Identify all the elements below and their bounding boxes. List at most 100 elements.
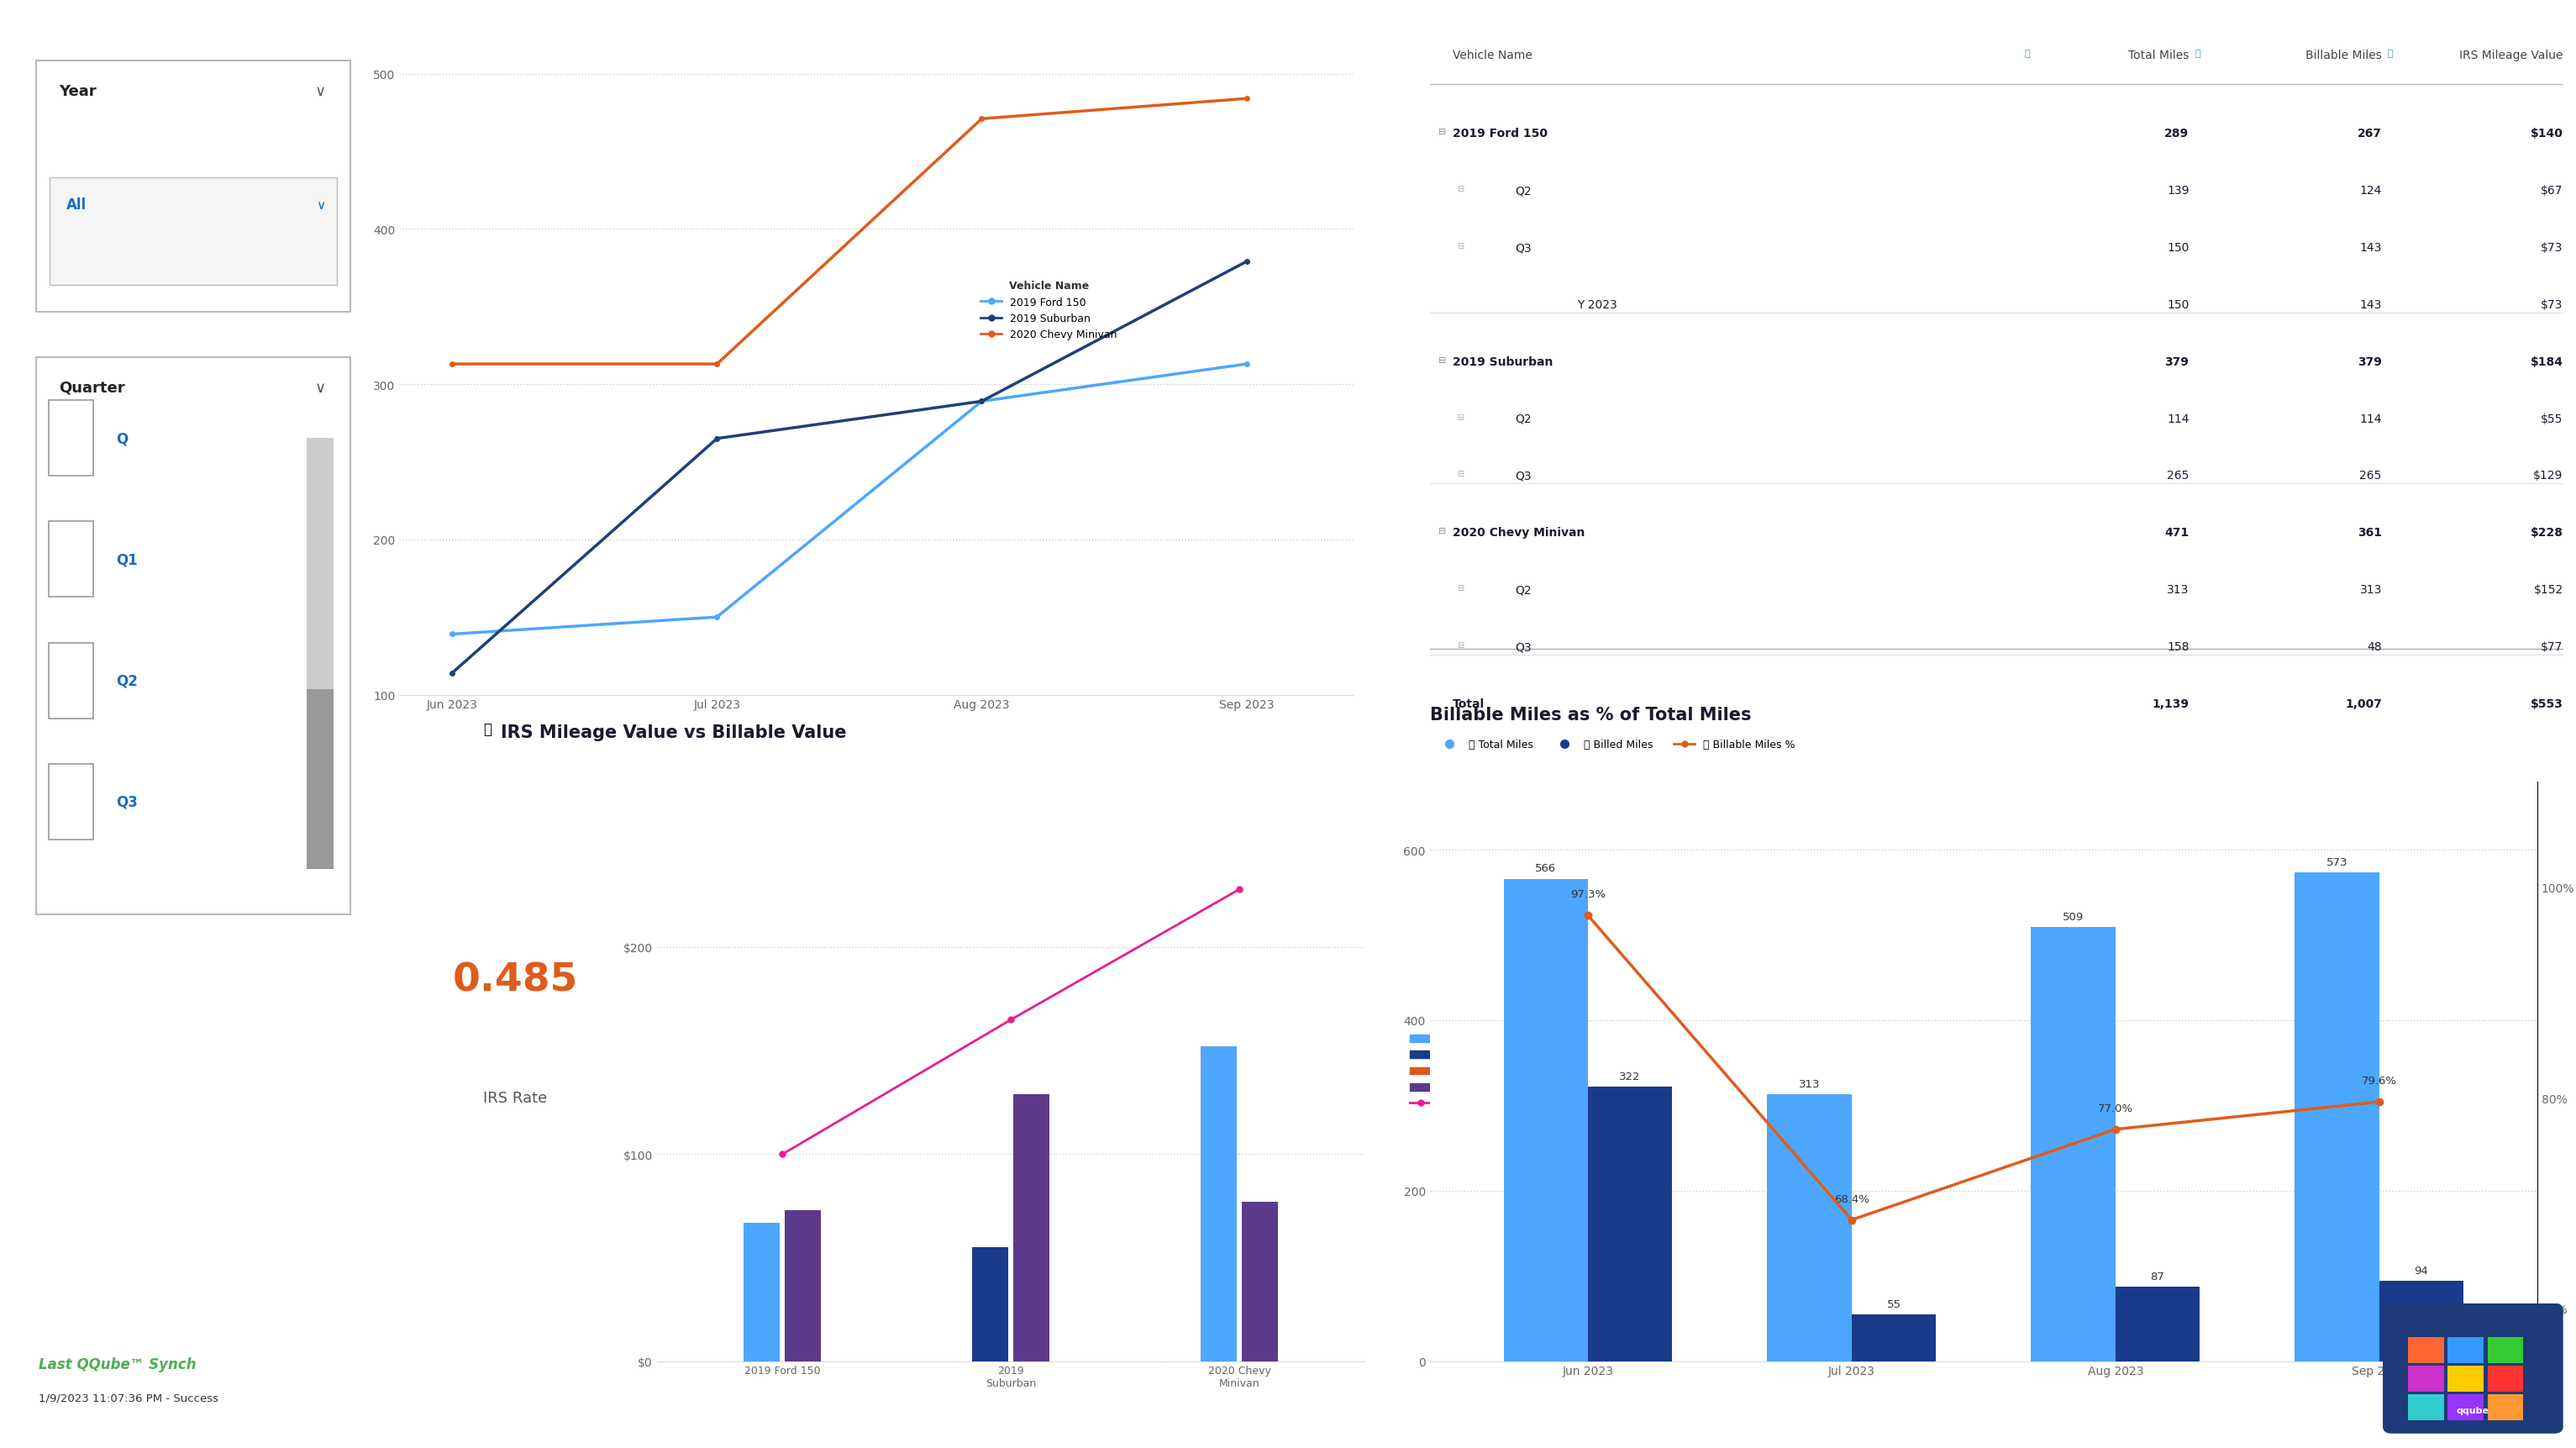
FancyBboxPatch shape: [2488, 1394, 2524, 1420]
Text: ∨: ∨: [314, 84, 327, 98]
Bar: [1587, 1087, 1672, 1361]
Legend: 📅 Total Miles, 📅 Billed Miles, 📅 Billable Miles %: 📅 Total Miles, 📅 Billed Miles, 📅 Billabl…: [1435, 736, 1801, 754]
Text: 150: 150: [2166, 298, 2190, 311]
Text: IRS Mileage Value vs Billable Value: IRS Mileage Value vs Billable Value: [500, 724, 848, 741]
Text: 322: 322: [1620, 1072, 1641, 1082]
Text: 79.6%: 79.6%: [2362, 1076, 2396, 1086]
Text: 0.485: 0.485: [453, 961, 577, 999]
Text: 289: 289: [2164, 127, 2190, 139]
Text: 267: 267: [2357, 127, 2383, 139]
Legend: 2019 Ford 150, 2019 Suburban, 2020 Chevy Minivan: 2019 Ford 150, 2019 Suburban, 2020 Chevy…: [976, 277, 1121, 345]
Text: 📅: 📅: [2025, 49, 2030, 58]
Text: 1,007: 1,007: [2344, 698, 2383, 710]
FancyBboxPatch shape: [307, 439, 335, 869]
Bar: [2030, 928, 2115, 1361]
Text: 379: 379: [2164, 356, 2190, 368]
Text: 68.4%: 68.4%: [1834, 1193, 1870, 1205]
Bar: [1767, 1095, 1852, 1361]
FancyBboxPatch shape: [49, 178, 337, 285]
Text: 313: 313: [2360, 584, 2383, 595]
FancyBboxPatch shape: [49, 521, 93, 598]
Text: $67: $67: [2540, 185, 2563, 197]
Text: 509: 509: [2063, 912, 2084, 922]
Legend: Jun 2023, Jul 2023, Aug 2023, Sep 2023, 📅 Billable Value: Jun 2023, Jul 2023, Aug 2023, Sep 2023, …: [1406, 1030, 1525, 1114]
Text: 48: 48: [2367, 641, 2383, 653]
Text: IRS Mileage Value: IRS Mileage Value: [2460, 49, 2563, 62]
Text: 158: 158: [2166, 641, 2190, 653]
Bar: [1504, 879, 1587, 1361]
Text: ⊟: ⊟: [1458, 471, 1463, 478]
Text: 573: 573: [2326, 857, 2347, 867]
Text: $77: $77: [2540, 641, 2563, 653]
Text: ⊟: ⊟: [1458, 641, 1463, 649]
FancyBboxPatch shape: [2447, 1365, 2483, 1392]
Text: 361: 361: [2357, 527, 2383, 539]
FancyBboxPatch shape: [2409, 1337, 2445, 1363]
Text: $553: $553: [2530, 698, 2563, 710]
Text: Y 2023: Y 2023: [1577, 298, 1618, 311]
FancyBboxPatch shape: [49, 765, 93, 840]
Text: ∨: ∨: [314, 379, 327, 395]
Text: 1,139: 1,139: [2151, 698, 2190, 710]
Text: $73: $73: [2540, 298, 2563, 311]
FancyBboxPatch shape: [36, 358, 350, 914]
Text: ⊟: ⊟: [1440, 127, 1448, 136]
Text: 566: 566: [1535, 863, 1556, 875]
Text: 📅: 📅: [2195, 49, 2200, 58]
FancyBboxPatch shape: [36, 61, 350, 313]
FancyBboxPatch shape: [2488, 1365, 2524, 1392]
Bar: [971, 1247, 1010, 1361]
Text: Q2: Q2: [116, 673, 139, 688]
Text: Billable Miles as % of Total Miles: Billable Miles as % of Total Miles: [1430, 707, 1752, 724]
Bar: [744, 1222, 781, 1361]
Text: Q3: Q3: [116, 795, 139, 809]
Text: 265: 265: [2166, 471, 2190, 482]
Text: $73: $73: [2540, 242, 2563, 253]
Text: 97.3%: 97.3%: [1571, 889, 1605, 899]
Bar: [1200, 1047, 1236, 1361]
Text: $152: $152: [2535, 584, 2563, 595]
Text: ⊟: ⊟: [1440, 527, 1448, 536]
Text: 📅: 📅: [2388, 49, 2393, 58]
Text: All: All: [67, 197, 85, 213]
Text: Year: Year: [59, 84, 98, 98]
Text: Billable Miles: Billable Miles: [2306, 49, 2383, 62]
Text: Q3: Q3: [1515, 641, 1530, 653]
Text: 150: 150: [2166, 242, 2190, 253]
Text: Total Miles: Total Miles: [2128, 49, 2190, 62]
Text: Q3: Q3: [1515, 242, 1530, 253]
Text: 313: 313: [2166, 584, 2190, 595]
FancyBboxPatch shape: [2447, 1394, 2483, 1420]
FancyBboxPatch shape: [2409, 1365, 2445, 1392]
Text: 94: 94: [2414, 1266, 2429, 1276]
Text: 2019 Suburban: 2019 Suburban: [1453, 356, 1553, 368]
FancyBboxPatch shape: [49, 643, 93, 718]
Text: ⊟: ⊟: [1458, 185, 1463, 194]
Text: Q3: Q3: [1515, 471, 1530, 482]
Text: 114: 114: [2360, 413, 2383, 424]
Text: 471: 471: [2164, 527, 2190, 539]
FancyBboxPatch shape: [49, 401, 93, 476]
Text: Q2: Q2: [1515, 413, 1530, 424]
Text: Q1: Q1: [116, 552, 137, 568]
Text: 2019 Ford 150: 2019 Ford 150: [1453, 127, 1548, 139]
Text: 2020 Chevy Minivan: 2020 Chevy Minivan: [1453, 527, 1584, 539]
FancyBboxPatch shape: [2488, 1337, 2524, 1363]
Text: $129: $129: [2532, 471, 2563, 482]
Text: Q: Q: [116, 432, 129, 446]
Text: 265: 265: [2360, 471, 2383, 482]
Text: $140: $140: [2530, 127, 2563, 139]
Text: ⊟: ⊟: [1458, 584, 1463, 592]
Text: Q2: Q2: [1515, 584, 1530, 595]
Text: 379: 379: [2357, 356, 2383, 368]
Bar: [2115, 1287, 2200, 1361]
Text: 114: 114: [2166, 413, 2190, 424]
Text: ⊟: ⊟: [1458, 242, 1463, 251]
Text: 143: 143: [2360, 242, 2383, 253]
FancyBboxPatch shape: [2447, 1337, 2483, 1363]
Text: IRS Rate: IRS Rate: [484, 1090, 546, 1106]
Bar: [2380, 1281, 2463, 1361]
Text: Q2: Q2: [1515, 185, 1530, 197]
Text: $184: $184: [2530, 356, 2563, 368]
Text: qqube: qqube: [2458, 1406, 2488, 1415]
